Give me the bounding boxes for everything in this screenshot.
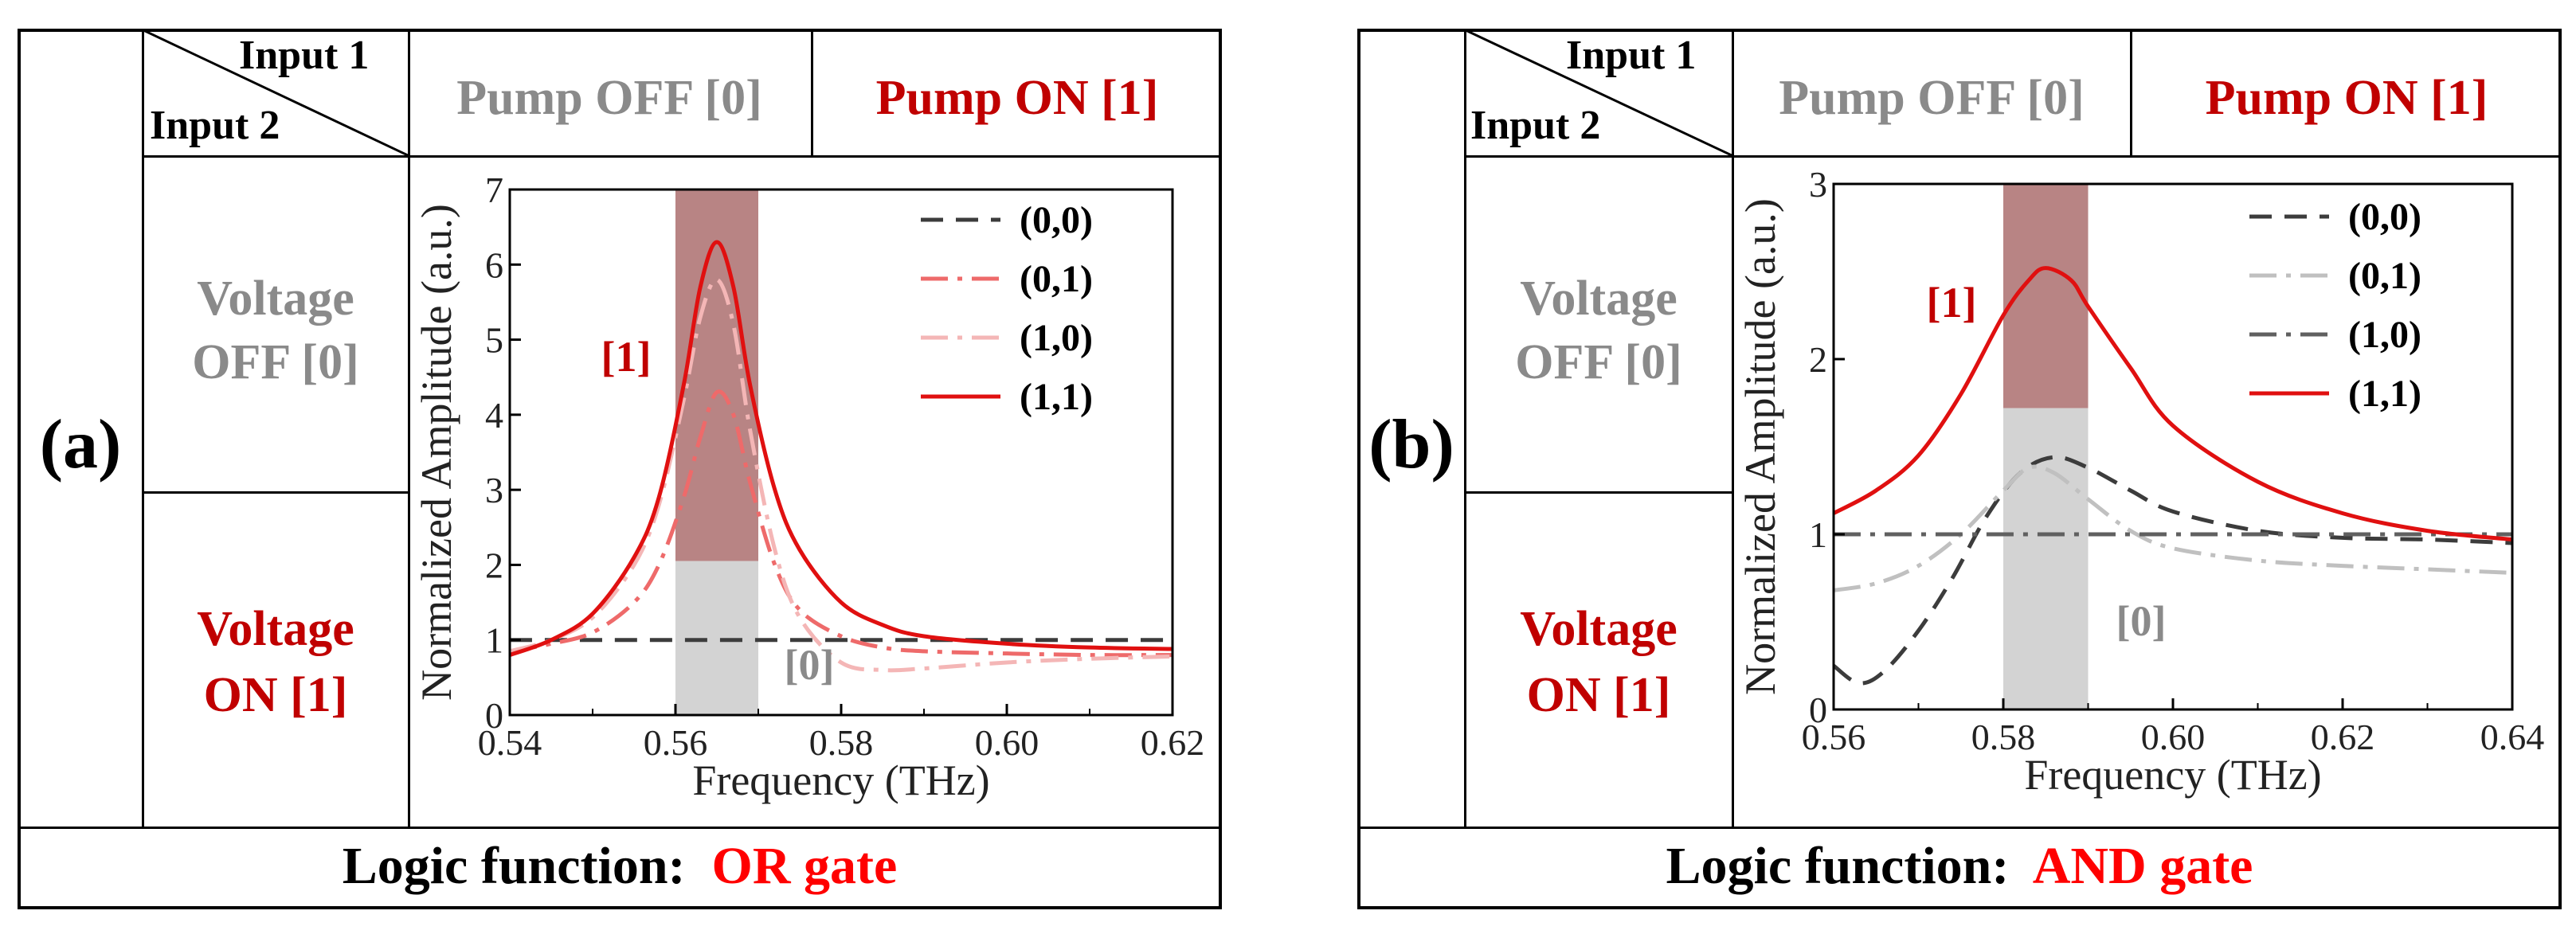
logic-function: Logic function: AND gate — [1357, 836, 2562, 897]
y-tick-label: 3 — [485, 470, 503, 510]
x-tick-label: 0.54 — [478, 722, 542, 763]
x-axis-label: Frequency (THz) — [692, 756, 989, 804]
voltage-off-state: OFF [0] — [192, 335, 359, 389]
legend-label: (0,0) — [2348, 196, 2421, 238]
legend-label: (0,1) — [2348, 255, 2421, 297]
voltage-on-state: ON [1] — [203, 668, 348, 722]
x-tick-label: 0.62 — [1141, 722, 1205, 763]
pump-off-header: Pump OFF [0] — [1779, 71, 2085, 125]
panel-label: (b) — [1368, 406, 1454, 483]
pump-on-header: Pump ON [1] — [875, 71, 1159, 125]
divider — [1732, 29, 1734, 828]
y-tick-label: 3 — [1809, 164, 1827, 205]
legend-label: (1,1) — [2348, 373, 2421, 415]
x-axis-label: Frequency (THz) — [2024, 751, 2321, 799]
panel-b — [1357, 29, 2562, 909]
y-axis-label: Normalized Amplitude (a.u.) — [1736, 198, 1784, 695]
x-tick-label: 0.62 — [2311, 717, 2375, 757]
header-diagonal — [143, 30, 409, 158]
x-tick-label: 0.56 — [1802, 717, 1866, 757]
input1-label: Input 1 — [1566, 33, 1697, 78]
legend-label: (1,0) — [1020, 317, 1093, 359]
divider — [142, 29, 144, 828]
series-line-00 — [1834, 455, 2512, 686]
voltage-on-label: Voltage — [197, 602, 354, 656]
y-tick-label: 2 — [485, 545, 503, 585]
band-low-label: [0] — [2116, 597, 2167, 645]
series-line-11 — [1834, 266, 2512, 542]
y-tick-label: 6 — [485, 244, 503, 285]
x-tick-label: 0.64 — [2480, 717, 2545, 757]
x-tick-label: 0.60 — [2141, 717, 2206, 757]
voltage-off-label: Voltage — [1520, 272, 1678, 326]
y-tick-label: 1 — [1809, 514, 1827, 555]
voltage-on-label: Voltage — [1520, 602, 1678, 656]
divider — [142, 155, 1222, 158]
y-tick-label: 1 — [485, 620, 503, 661]
chart-b: 0.56 0.58 0.60 0.62 0.64 0 1 2 3 Frequency (THz) N… — [1736, 164, 2545, 799]
legend-label: (1,0) — [2348, 314, 2421, 356]
logic-function-label: Logic function: — [1666, 837, 2010, 895]
logic-function-label: Logic function: — [342, 837, 686, 895]
divider — [811, 29, 813, 156]
divider — [1464, 491, 1733, 494]
y-tick-label: 7 — [485, 170, 503, 210]
divider — [408, 29, 410, 828]
divider — [1357, 827, 2562, 829]
pump-on-header: Pump ON [1] — [2205, 71, 2488, 125]
divider — [142, 491, 409, 494]
input1-label: Input 1 — [239, 33, 370, 78]
panel-a — [18, 29, 1222, 909]
divider — [1464, 29, 1466, 828]
y-axis-label: Normalized Amplitude (a.u.) — [413, 204, 460, 701]
legend-label: (0,1) — [1020, 258, 1093, 300]
band-high-label: [1] — [1927, 279, 1977, 326]
band-low-label: [0] — [785, 641, 835, 689]
x-tick-label: 0.58 — [809, 722, 874, 763]
y-tick-label: 5 — [485, 320, 503, 361]
divider — [18, 827, 1222, 829]
x-tick-label: 0.56 — [644, 722, 708, 763]
band-low — [2003, 408, 2089, 709]
input2-label: Input 2 — [1470, 103, 1601, 148]
series-line-01 — [510, 389, 1173, 658]
band-high-label: [1] — [601, 333, 652, 381]
input2-label: Input 2 — [150, 103, 280, 148]
band-high — [675, 190, 758, 561]
panel-label: (a) — [39, 406, 122, 483]
series-line-11 — [510, 240, 1173, 657]
pump-off-header: Pump OFF [0] — [456, 71, 762, 125]
y-tick-label: 0 — [1809, 690, 1827, 730]
logic-function-value: OR gate — [711, 837, 898, 895]
voltage-on-state: ON [1] — [1526, 668, 1671, 722]
x-tick-label: 0.60 — [975, 722, 1039, 763]
divider — [2130, 29, 2132, 156]
legend-label: (0,0) — [1020, 199, 1093, 241]
y-tick-label: 2 — [1809, 339, 1827, 380]
logic-function-value: AND gate — [2032, 837, 2253, 895]
divider — [1464, 155, 2562, 158]
y-tick-label: 0 — [485, 695, 503, 736]
voltage-off-label: Voltage — [197, 272, 354, 326]
series-line-10 — [510, 277, 1173, 673]
voltage-off-state: OFF [0] — [1515, 335, 1682, 389]
logic-function: Logic function: OR gate — [18, 836, 1222, 897]
legend-label: (1,1) — [1020, 376, 1093, 418]
header-diagonal — [1466, 30, 1733, 158]
y-tick-label: 4 — [485, 395, 503, 436]
series-line-01 — [1834, 464, 2512, 592]
chart-a: 0.54 0.56 0.58 0.60 0.62 0 1 2 3 4 5 6 7 Frequency (T… — [413, 170, 1205, 804]
x-tick-label: 0.58 — [1971, 717, 2036, 757]
